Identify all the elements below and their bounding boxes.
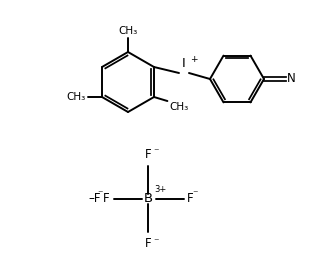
Text: B: B — [144, 193, 153, 206]
Text: ⁻: ⁻ — [153, 147, 158, 157]
Text: CH₃: CH₃ — [118, 26, 138, 36]
Text: –F: –F — [88, 193, 101, 206]
Text: CH₃: CH₃ — [67, 92, 86, 102]
Text: 3+: 3+ — [154, 185, 166, 194]
Text: F: F — [145, 237, 151, 250]
Text: F: F — [187, 193, 194, 206]
Text: CH₃: CH₃ — [169, 102, 189, 112]
Text: ⁻: ⁻ — [192, 189, 198, 199]
Text: F: F — [145, 148, 151, 161]
Text: +: + — [190, 55, 198, 64]
Text: N: N — [287, 73, 296, 85]
Text: I: I — [182, 57, 186, 70]
Text: ⁻: ⁻ — [98, 189, 103, 199]
Text: F: F — [102, 193, 109, 206]
Text: ⁻: ⁻ — [153, 237, 158, 247]
